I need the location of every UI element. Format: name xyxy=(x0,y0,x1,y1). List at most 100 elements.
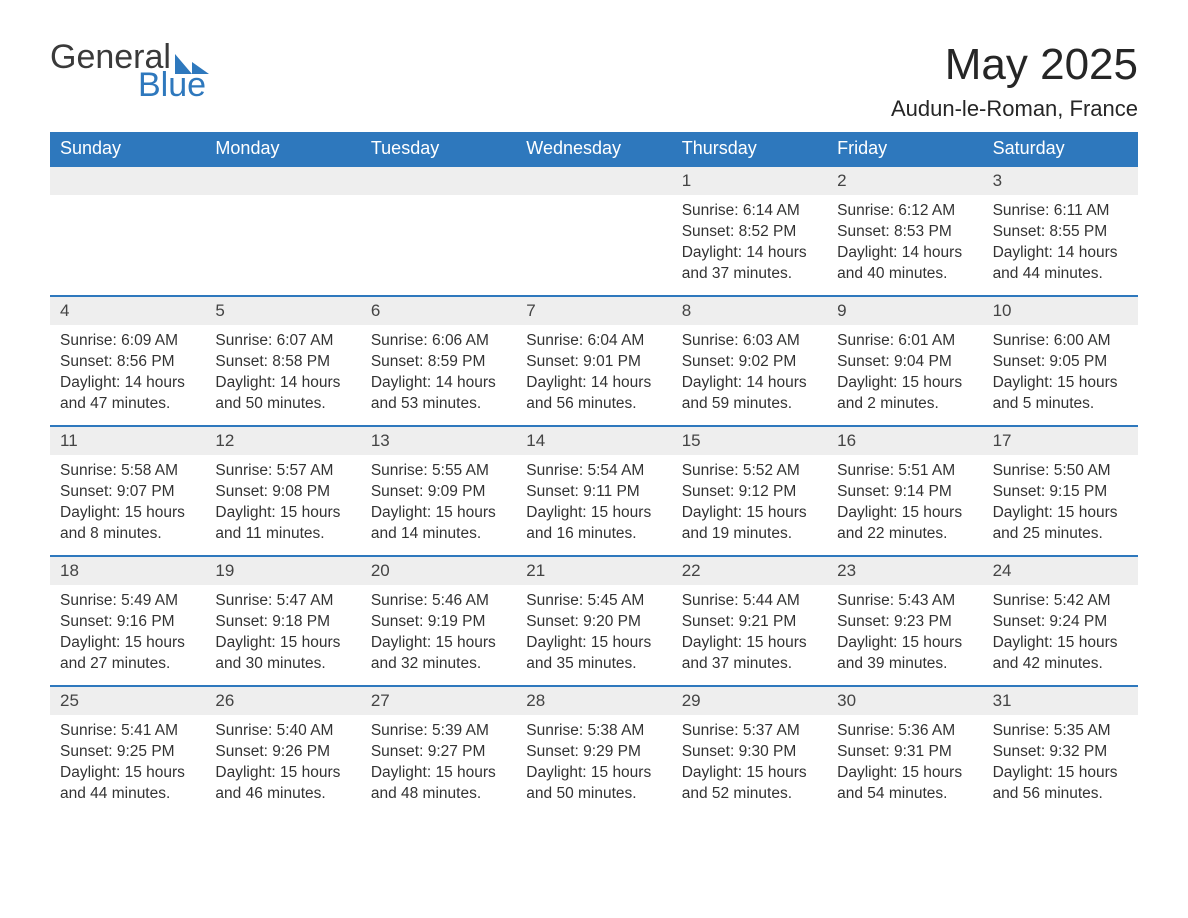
day-body: Sunrise: 6:03 AMSunset: 9:02 PMDaylight:… xyxy=(672,325,827,415)
calendar-day: 28Sunrise: 5:38 AMSunset: 9:29 PMDayligh… xyxy=(516,687,671,815)
sunset-text: Sunset: 8:58 PM xyxy=(215,352,350,373)
sunset-text: Sunset: 8:56 PM xyxy=(60,352,195,373)
day-number: 30 xyxy=(827,687,982,715)
day-body: Sunrise: 5:47 AMSunset: 9:18 PMDaylight:… xyxy=(205,585,360,675)
daylight-text: Daylight: 15 hours and 54 minutes. xyxy=(837,763,972,805)
daylight-text: Daylight: 15 hours and 37 minutes. xyxy=(682,633,817,675)
day-number: 8 xyxy=(672,297,827,325)
calendar-day xyxy=(516,167,671,295)
day-number: 21 xyxy=(516,557,671,585)
sunset-text: Sunset: 9:26 PM xyxy=(215,742,350,763)
calendar-day: 16 Sunrise: 5:51 AMSunset: 9:14 PMDayligh… xyxy=(827,427,982,555)
daylight-text: Daylight: 15 hours and 5 minutes. xyxy=(993,373,1128,415)
day-body xyxy=(516,195,671,275)
calendar-day: 20Sunrise: 5:46 AMSunset: 9:19 PMDayligh… xyxy=(361,557,516,685)
day-body: Sunrise: 6:06 AMSunset: 8:59 PMDaylight:… xyxy=(361,325,516,415)
sunrise-text: Sunrise: 5:40 AM xyxy=(215,721,350,742)
sunset-text: Sunset: 8:55 PM xyxy=(993,222,1128,243)
daylight-text: Daylight: 15 hours and 22 minutes. xyxy=(837,503,972,545)
sunset-text: Sunset: 9:29 PM xyxy=(526,742,661,763)
day-body: Sunrise: 5:40 AMSunset: 9:26 PMDaylight:… xyxy=(205,715,360,805)
calendar-day: 26Sunrise: 5:40 AMSunset: 9:26 PMDayligh… xyxy=(205,687,360,815)
day-body: Sunrise: 5:44 AMSunset: 9:21 PMDaylight:… xyxy=(672,585,827,675)
weekday-header: Friday xyxy=(827,132,982,165)
title-block: May 2025 Audun-le-Roman, France xyxy=(891,40,1138,122)
sunset-text: Sunset: 9:23 PM xyxy=(837,612,972,633)
daylight-text: Daylight: 15 hours and 25 minutes. xyxy=(993,503,1128,545)
sunrise-text: Sunrise: 5:51 AM xyxy=(837,461,972,482)
weekday-header: Wednesday xyxy=(516,132,671,165)
day-number: 12 xyxy=(205,427,360,455)
calendar-day: 5 Sunrise: 6:07 AMSunset: 8:58 PMDaylight… xyxy=(205,297,360,425)
calendar-day: 12Sunrise: 5:57 AMSunset: 9:08 PMDayligh… xyxy=(205,427,360,555)
sunset-text: Sunset: 9:05 PM xyxy=(993,352,1128,373)
calendar-day: 30Sunrise: 5:36 AMSunset: 9:31 PMDayligh… xyxy=(827,687,982,815)
sunrise-text: Sunrise: 5:46 AM xyxy=(371,591,506,612)
daylight-text: Daylight: 15 hours and 42 minutes. xyxy=(993,633,1128,675)
day-body: Sunrise: 5:37 AMSunset: 9:30 PMDaylight:… xyxy=(672,715,827,805)
sunrise-text: Sunrise: 6:09 AM xyxy=(60,331,195,352)
calendar-day: 14Sunrise: 5:54 AMSunset: 9:11 PMDayligh… xyxy=(516,427,671,555)
sunrise-text: Sunrise: 6:12 AM xyxy=(837,201,972,222)
day-body xyxy=(50,195,205,275)
day-body: Sunrise: 5:58 AMSunset: 9:07 PMDaylight:… xyxy=(50,455,205,545)
day-number: 1 xyxy=(672,167,827,195)
sunrise-text: Sunrise: 5:57 AM xyxy=(215,461,350,482)
day-body: Sunrise: 6:12 AMSunset: 8:53 PMDaylight:… xyxy=(827,195,982,285)
sunrise-text: Sunrise: 5:54 AM xyxy=(526,461,661,482)
daylight-text: Daylight: 15 hours and 50 minutes. xyxy=(526,763,661,805)
day-body: Sunrise: 5:38 AMSunset: 9:29 PMDaylight:… xyxy=(516,715,671,805)
sunset-text: Sunset: 9:25 PM xyxy=(60,742,195,763)
calendar-day: 24Sunrise: 5:42 AMSunset: 9:24 PMDayligh… xyxy=(983,557,1138,685)
daylight-text: Daylight: 15 hours and 11 minutes. xyxy=(215,503,350,545)
sunrise-text: Sunrise: 6:01 AM xyxy=(837,331,972,352)
day-number: 25 xyxy=(50,687,205,715)
day-number: 29 xyxy=(672,687,827,715)
sunrise-text: Sunrise: 5:36 AM xyxy=(837,721,972,742)
sunrise-text: Sunrise: 5:47 AM xyxy=(215,591,350,612)
sunrise-text: Sunrise: 6:07 AM xyxy=(215,331,350,352)
daylight-text: Daylight: 14 hours and 59 minutes. xyxy=(682,373,817,415)
day-number: 16 xyxy=(827,427,982,455)
day-body: Sunrise: 6:14 AMSunset: 8:52 PMDaylight:… xyxy=(672,195,827,285)
day-number: 20 xyxy=(361,557,516,585)
sunrise-text: Sunrise: 5:39 AM xyxy=(371,721,506,742)
daylight-text: Daylight: 14 hours and 47 minutes. xyxy=(60,373,195,415)
sunrise-text: Sunrise: 6:03 AM xyxy=(682,331,817,352)
header: General Blue May 2025 Audun-le-Roman, Fr… xyxy=(50,40,1138,122)
weekday-header-row: SundayMondayTuesdayWednesdayThursdayFrid… xyxy=(50,132,1138,165)
calendar-week: 18Sunrise: 5:49 AMSunset: 9:16 PMDayligh… xyxy=(50,555,1138,685)
day-number: 27 xyxy=(361,687,516,715)
weekday-header: Monday xyxy=(205,132,360,165)
sunset-text: Sunset: 9:14 PM xyxy=(837,482,972,503)
day-number: 5 xyxy=(205,297,360,325)
weekday-header: Sunday xyxy=(50,132,205,165)
sunrise-text: Sunrise: 5:43 AM xyxy=(837,591,972,612)
day-body: Sunrise: 5:55 AMSunset: 9:09 PMDaylight:… xyxy=(361,455,516,545)
day-number: 9 xyxy=(827,297,982,325)
calendar-day: 7Sunrise: 6:04 AMSunset: 9:01 PMDaylight… xyxy=(516,297,671,425)
day-body: Sunrise: 6:04 AMSunset: 9:01 PMDaylight:… xyxy=(516,325,671,415)
sunset-text: Sunset: 8:59 PM xyxy=(371,352,506,373)
calendar-day xyxy=(50,167,205,295)
day-body: Sunrise: 5:36 AMSunset: 9:31 PMDaylight:… xyxy=(827,715,982,805)
daylight-text: Daylight: 15 hours and 8 minutes. xyxy=(60,503,195,545)
daylight-text: Daylight: 15 hours and 44 minutes. xyxy=(60,763,195,805)
daylight-text: Daylight: 15 hours and 52 minutes. xyxy=(682,763,817,805)
calendar-week: 4Sunrise: 6:09 AMSunset: 8:56 PMDaylight… xyxy=(50,295,1138,425)
calendar-day: 4Sunrise: 6:09 AMSunset: 8:56 PMDaylight… xyxy=(50,297,205,425)
sunset-text: Sunset: 9:01 PM xyxy=(526,352,661,373)
day-number: 6 xyxy=(361,297,516,325)
calendar: SundayMondayTuesdayWednesdayThursdayFrid… xyxy=(50,132,1138,815)
day-number xyxy=(516,167,671,195)
calendar-day: 1Sunrise: 6:14 AMSunset: 8:52 PMDaylight… xyxy=(672,167,827,295)
day-number: 3 xyxy=(983,167,1138,195)
day-body: Sunrise: 5:57 AMSunset: 9:08 PMDaylight:… xyxy=(205,455,360,545)
sunset-text: Sunset: 8:53 PM xyxy=(837,222,972,243)
calendar-week: 1Sunrise: 6:14 AMSunset: 8:52 PMDaylight… xyxy=(50,165,1138,295)
calendar-day: 10Sunrise: 6:00 AMSunset: 9:05 PMDayligh… xyxy=(983,297,1138,425)
sunrise-text: Sunrise: 6:14 AM xyxy=(682,201,817,222)
calendar-day: 11Sunrise: 5:58 AMSunset: 9:07 PMDayligh… xyxy=(50,427,205,555)
sunrise-text: Sunrise: 5:55 AM xyxy=(371,461,506,482)
daylight-text: Daylight: 14 hours and 50 minutes. xyxy=(215,373,350,415)
